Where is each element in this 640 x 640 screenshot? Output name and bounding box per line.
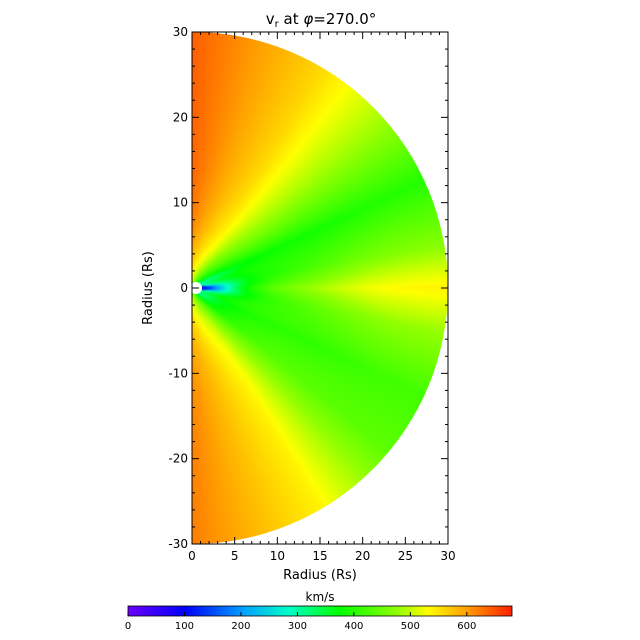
y-tick-label: 30 xyxy=(173,25,188,39)
x-axis: 0 5 10 15 20 25 30 xyxy=(188,32,456,563)
colorbar-tick-label: 300 xyxy=(288,621,307,632)
x-tick-label: 10 xyxy=(270,549,285,563)
chart-title: vr at φ=270.0° xyxy=(266,10,377,30)
colorbar-tick-label: 0 xyxy=(125,621,131,632)
y-axis: -30 -20 -10 0 10 20 30 xyxy=(168,25,448,551)
y-tick-label: 20 xyxy=(173,110,188,124)
colorbar-tick-label: 200 xyxy=(231,621,250,632)
y-axis-label: Radius (Rs) xyxy=(141,251,156,325)
colorbar-tick-label: 600 xyxy=(457,621,476,632)
x-tick-label: 5 xyxy=(231,549,239,563)
y-tick-label: -20 xyxy=(168,452,188,466)
y-tick-label: 0 xyxy=(180,281,188,295)
y-tick-label: 10 xyxy=(173,196,188,210)
x-tick-label: 0 xyxy=(188,549,196,563)
x-tick-label: 20 xyxy=(355,549,370,563)
x-tick-label: 15 xyxy=(312,549,327,563)
colorbar-tick-label: 400 xyxy=(344,621,363,632)
colorbar-title: km/s xyxy=(306,590,335,604)
colorbar xyxy=(127,605,513,617)
x-tick-label: 30 xyxy=(440,549,455,563)
x-axis-label: Radius (Rs) xyxy=(283,568,357,583)
title-main: v xyxy=(266,10,275,28)
y-tick-label: -10 xyxy=(168,366,188,380)
colorbar-ticks: 0 100 200 300 400 500 600 xyxy=(125,612,476,632)
y-tick-label: -30 xyxy=(168,537,188,551)
title-symbol: φ xyxy=(303,10,313,28)
heatmap-field xyxy=(192,32,448,544)
title-suffix: at xyxy=(279,10,304,28)
title-subscript: r xyxy=(275,19,280,30)
title-value: =270.0° xyxy=(313,10,376,28)
heatmap-image xyxy=(192,32,448,544)
colorbar-tick-label: 100 xyxy=(175,621,194,632)
colorbar-tick-label: 500 xyxy=(401,621,420,632)
x-tick-label: 25 xyxy=(398,549,413,563)
